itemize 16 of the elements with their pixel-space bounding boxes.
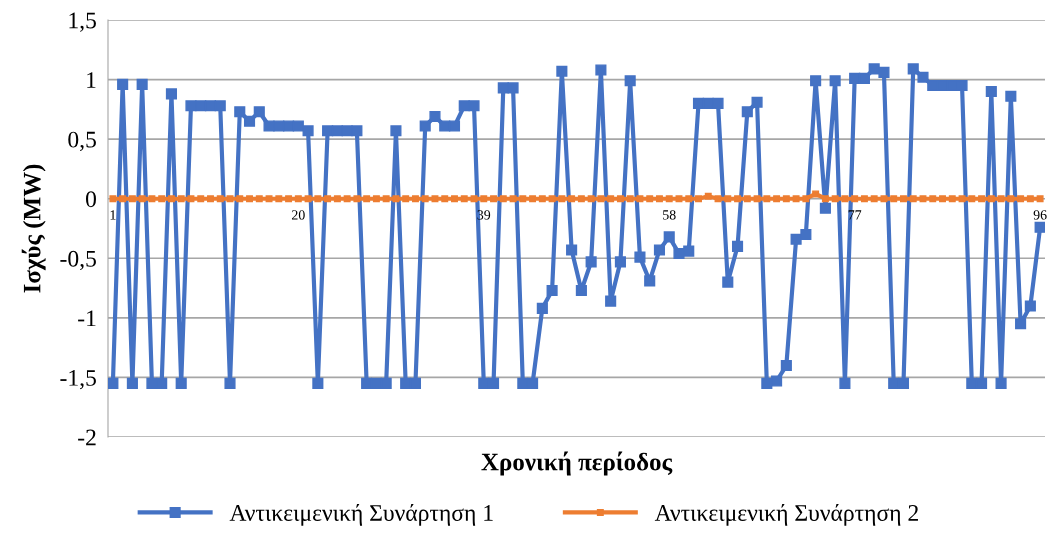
y-tick-label: 0 — [85, 191, 96, 208]
x-tick-label: 1 — [110, 210, 116, 220]
x-tick-label: 96 — [1033, 210, 1047, 220]
x-tick-label: 20 — [291, 210, 305, 220]
x-tick-label: 58 — [663, 210, 676, 220]
y-tick-label: -1 — [78, 310, 96, 327]
y-tick-label: 1 — [87, 72, 96, 88]
y-axis-title: Ισχύς (MW) — [21, 164, 46, 293]
y-tick-label: -0,5 — [60, 250, 96, 271]
y-tick-label: 1,5 — [69, 12, 96, 32]
legend-label: Αντικειμενική Συνάρτηση 1 — [229, 504, 493, 526]
y-tick-label: -1,5 — [60, 370, 96, 390]
x-axis-title: Χρονική περίοδος — [481, 451, 673, 476]
legend-label: Αντικειμενική Συνάρτηση 2 — [654, 504, 918, 526]
y-tick-label: -2 — [78, 429, 96, 446]
y-tick-label: 0,5 — [68, 131, 96, 151]
